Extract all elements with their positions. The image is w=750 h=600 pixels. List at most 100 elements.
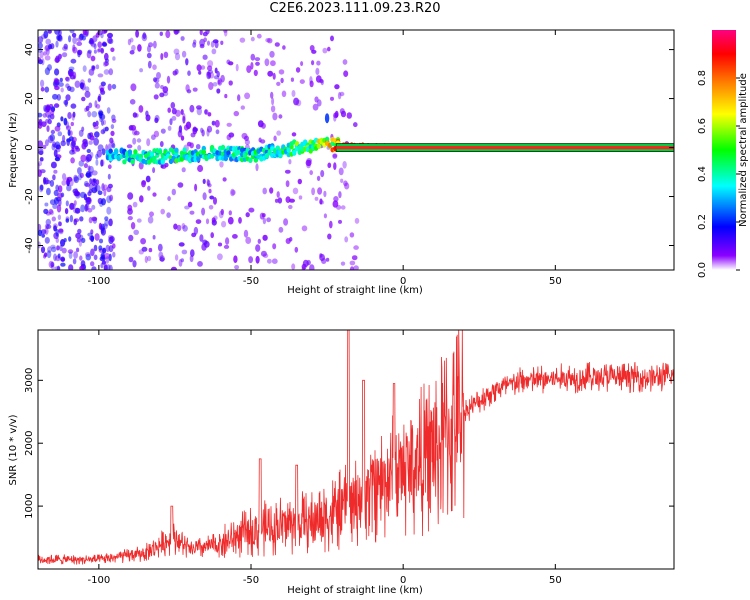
spectrogram-noise-cell xyxy=(52,141,56,148)
spectrogram-noise-cell xyxy=(240,105,245,110)
spectrogram-hotspot xyxy=(324,113,330,124)
x-tick-label: -100 xyxy=(88,276,111,287)
spectrogram-noise-cell xyxy=(257,238,261,244)
spectrogram-xlabel: Height of straight line (km) xyxy=(287,285,423,296)
spectrogram-noise-cell xyxy=(254,57,261,62)
spectrogram-noise-cell xyxy=(43,177,47,185)
spectrogram-noise-cell xyxy=(50,244,56,249)
spectrogram-noise-cell xyxy=(80,204,85,213)
spectrogram-noise-cell xyxy=(208,188,212,194)
spectrogram-noise-cell xyxy=(126,144,133,149)
spectrogram-noise-cell xyxy=(106,107,111,114)
spectrogram-noise-cell xyxy=(97,190,103,196)
spectrogram-noise-cell xyxy=(245,236,252,244)
spectrogram-noise-cell xyxy=(48,44,53,50)
spectrogram-noise-cell xyxy=(50,161,57,169)
spectrogram-noise-cell xyxy=(44,202,49,207)
spectrogram-noise-cell xyxy=(87,110,92,118)
spectrogram-noise-cell xyxy=(317,187,323,195)
spectrogram-noise-cell xyxy=(95,159,99,166)
spectrogram-noise-cell xyxy=(110,130,115,137)
spectrogram-noise-cell xyxy=(163,51,169,58)
spectrogram-noise-cell xyxy=(109,194,114,202)
spectrogram-noise-cell xyxy=(222,30,228,33)
spectrogram-noise-cell xyxy=(285,238,291,244)
spectrogram-noise-cell xyxy=(85,105,90,112)
spectrogram-noise-cell xyxy=(54,68,60,76)
spectrogram-noise-cell xyxy=(203,37,207,43)
spectrogram-noise-cell xyxy=(50,261,55,268)
y-tick-label: 0 xyxy=(24,144,35,150)
colorbar-tick-label: 0.0 xyxy=(697,262,708,278)
spectrogram-noise-cell xyxy=(300,61,304,67)
spectrogram-noise-cell xyxy=(45,224,52,229)
spectrogram-noise-cell xyxy=(79,172,84,178)
colorbar xyxy=(712,30,736,270)
spectrogram-noise-cell xyxy=(88,183,94,190)
spectrogram-noise-cell xyxy=(67,129,71,136)
spectrogram-noise-cell xyxy=(95,120,99,127)
spectrogram-noise-cell xyxy=(112,251,116,258)
spectrogram-noise-cell xyxy=(267,258,272,264)
spectrogram-noise-cell xyxy=(53,169,58,174)
spectrogram-noise-cell xyxy=(255,61,260,66)
snr-frame xyxy=(37,329,675,570)
spectrogram-noise-cell xyxy=(340,110,347,118)
spectrogram-noise-cell xyxy=(205,30,210,35)
spectrogram-noise-cell xyxy=(141,33,148,42)
spectrogram-noise-cell xyxy=(349,260,356,266)
spectrogram-noise-cell xyxy=(133,130,140,136)
spectrogram-noise-cell xyxy=(213,197,217,205)
spectrogram-noise-cell xyxy=(187,201,193,208)
spectrogram-noise-cell xyxy=(84,203,88,212)
spectrogram-noise-cell xyxy=(311,187,315,196)
spectrogram-noise-cell xyxy=(85,156,90,163)
spectrogram-noise-cell xyxy=(70,103,77,109)
spectrogram-noise-cell xyxy=(209,195,215,200)
spectrogram-noise-cell xyxy=(221,220,227,228)
spectrogram-noise-cell xyxy=(255,255,260,264)
spectrogram-noise-cell xyxy=(50,264,55,270)
spectrogram-noise-cell xyxy=(248,207,255,213)
spectrogram-noise-cell xyxy=(146,52,152,59)
spectrogram-noise-cell xyxy=(202,192,207,201)
spectrogram-noise-cell xyxy=(90,235,95,243)
spectrogram-noise-cell xyxy=(97,95,101,102)
spectrogram-noise-cell xyxy=(47,246,52,253)
spectrogram-noise-cell xyxy=(102,247,107,254)
spectrogram-noise-cell xyxy=(55,40,59,48)
spectrogram-noise-cell xyxy=(82,65,87,72)
spectrogram-noise-cell xyxy=(330,96,334,101)
spectrogram-noise-cell xyxy=(152,192,157,197)
spectrogram-noise-cell xyxy=(97,73,104,78)
spectrogram-noise-cell xyxy=(64,208,69,215)
spectrogram-noise-cell xyxy=(141,246,148,252)
spectrogram-noise-cell xyxy=(70,58,77,64)
spectrogram-noise-cell xyxy=(68,66,75,71)
colorbar-tick-label: 0.6 xyxy=(697,118,708,134)
spectrogram-noise-cell xyxy=(332,200,339,208)
spectrogram-noise-cell xyxy=(38,241,41,249)
spectrogram-noise-cell xyxy=(334,110,339,118)
spectrogram-noise-cell xyxy=(106,264,111,270)
spectrogram-noise-cell xyxy=(132,260,137,268)
spectrogram-noise-cell xyxy=(55,237,59,244)
spectrogram-noise-cell xyxy=(108,218,113,227)
spectrogram-noise-cell xyxy=(66,178,70,187)
spectrogram-noise-cell xyxy=(61,180,67,186)
spectrogram-noise-cell xyxy=(99,201,104,207)
spectrogram-noise-cell xyxy=(65,76,70,81)
spectrogram-ridge-cell xyxy=(160,159,165,165)
spectrogram-noise-cell xyxy=(327,162,332,169)
spectrogram-noise-cell xyxy=(159,141,164,147)
spectrogram-noise-cell xyxy=(159,92,165,98)
spectrogram-noise-cell xyxy=(40,87,45,92)
spectrogram-axes: -100 -50 0 50 -40 -20 0 20 40 xyxy=(24,30,674,287)
spectrogram-noise-cell xyxy=(327,46,331,52)
spectrogram-noise-cell xyxy=(196,64,202,72)
spectrogram-noise-cell xyxy=(72,36,77,45)
spectrogram-noise-cell xyxy=(133,229,139,235)
spectrogram-noise-cell xyxy=(53,223,58,230)
spectrogram-noise-cell xyxy=(207,40,210,46)
spectrogram-noise-cell xyxy=(43,51,47,56)
